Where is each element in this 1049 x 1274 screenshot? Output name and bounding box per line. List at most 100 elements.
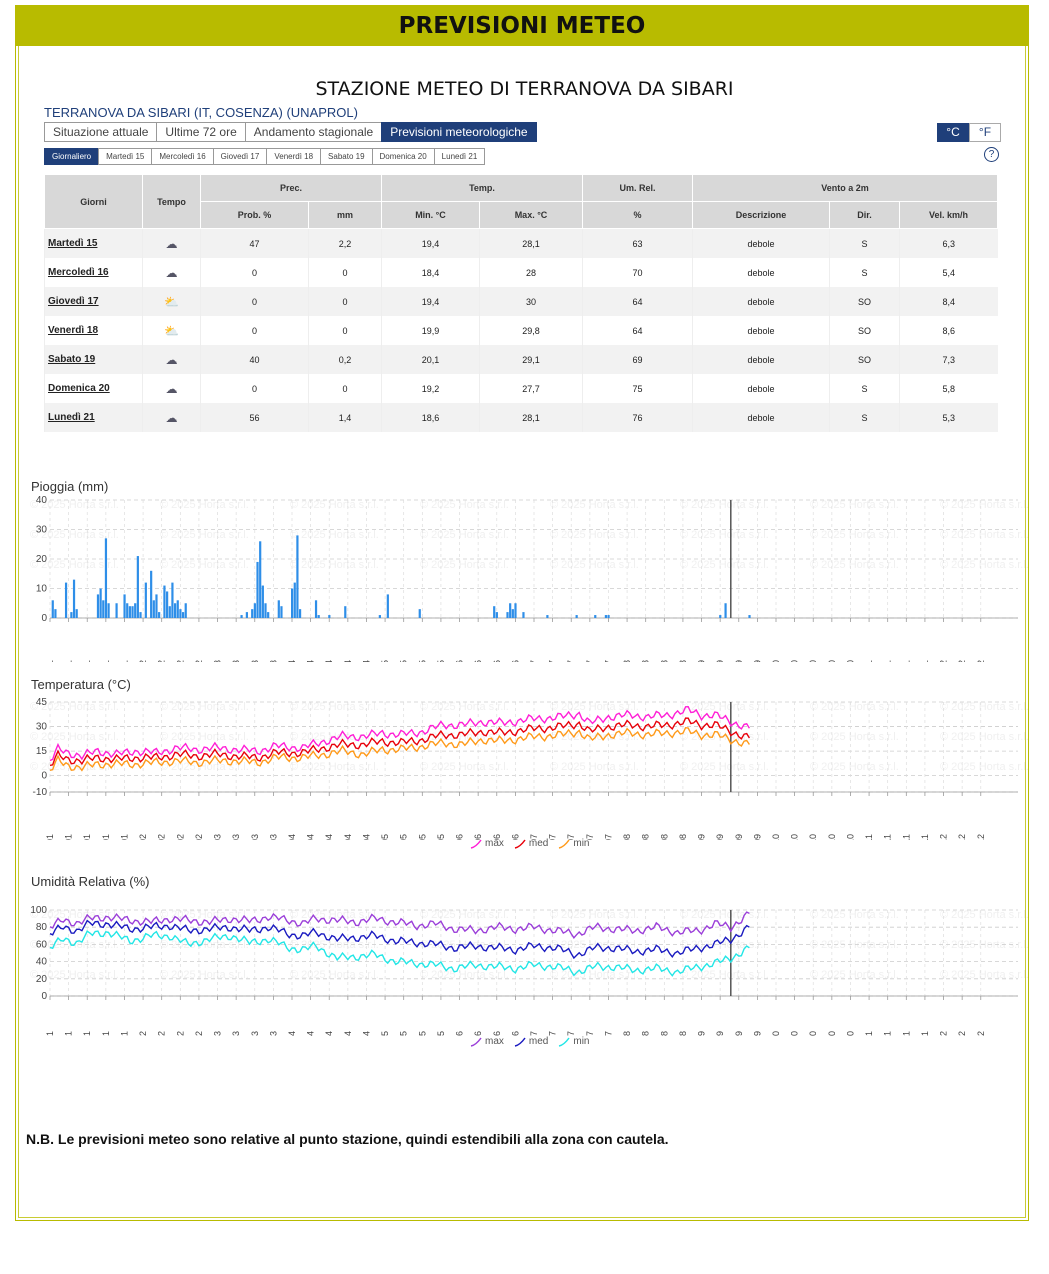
watermark-text: © 2025 Horta s.r.l. bbox=[810, 761, 899, 773]
x-tick-label: 19/11 bbox=[901, 834, 911, 840]
vel-cell: 8,4 bbox=[899, 287, 998, 316]
drizzle-cloud-icon: ☁ bbox=[165, 382, 178, 396]
x-tick-label: 15/10 bbox=[808, 660, 818, 662]
x-tick-label: 23/04 bbox=[343, 660, 353, 662]
celsius-button[interactable]: °C bbox=[937, 123, 969, 142]
weather-cell: ☁ bbox=[142, 374, 201, 403]
daytab-mercoledi[interactable]: Mercoledì 16 bbox=[151, 148, 213, 165]
x-tick-label: 04/06 bbox=[455, 1031, 465, 1036]
x-tick-label: 09/04 bbox=[306, 834, 316, 840]
watermark-text: © 2025 Horta s.r.l. bbox=[680, 939, 769, 951]
x-tick-label: 05/11 bbox=[864, 1031, 874, 1036]
x-tick-label: 26/03 bbox=[268, 660, 278, 662]
rain-bar bbox=[51, 600, 54, 618]
watermark-text: © 2025 Horta s.r.l. bbox=[30, 701, 119, 713]
th-min: Min. °C bbox=[381, 201, 480, 229]
x-tick-label: 08/01 bbox=[64, 660, 74, 662]
th-prob: Prob. % bbox=[200, 201, 309, 229]
rain-bar bbox=[280, 606, 283, 618]
watermark-text: © 2025 Horta s.r.l. bbox=[160, 761, 249, 773]
max-cell: 28,1 bbox=[479, 403, 583, 432]
watermark-text: © 2025 Horta s.r.l. bbox=[290, 701, 379, 713]
watermark-text: © 2025 Horta s.r.l. bbox=[420, 909, 509, 921]
partly-cloudy-icon: ⛅ bbox=[164, 295, 179, 309]
watermark-text: © 2025 Horta s.r.l. bbox=[160, 559, 249, 571]
x-tick-label: 17/09 bbox=[734, 1031, 744, 1036]
table-row: Giovedì 17 ⛅ 0 0 19,4 30 64 debole SO 8,4 bbox=[44, 287, 998, 316]
x-tick-label: 11/06 bbox=[473, 1031, 483, 1036]
day-link[interactable]: Domenica 20 bbox=[44, 374, 143, 403]
series-line-med bbox=[49, 717, 750, 767]
x-tick-label: 16/04 bbox=[324, 660, 334, 662]
fahrenheit-button[interactable]: °F bbox=[969, 123, 1001, 142]
x-tick-label: 26/11 bbox=[920, 660, 930, 662]
page-banner: PREVISIONI METEO bbox=[16, 6, 1028, 46]
x-tick-label: 24/09 bbox=[752, 1031, 762, 1036]
table-row: Venerdì 18 ⛅ 0 0 19,9 29,8 64 debole SO 8,6 bbox=[44, 316, 998, 345]
x-tick-label: 19/03 bbox=[250, 1031, 260, 1036]
th-umrel: Um. Rel. bbox=[582, 174, 693, 202]
rain-bar bbox=[267, 612, 270, 618]
x-tick-label: 08/10 bbox=[790, 660, 800, 662]
x-tick-label: 25/06 bbox=[510, 1031, 520, 1036]
rain-bar bbox=[506, 612, 509, 618]
rain-bar bbox=[256, 561, 259, 618]
x-tick-label: 03/09 bbox=[697, 834, 707, 840]
daytab-giornaliero[interactable]: Giornaliero bbox=[44, 148, 99, 165]
watermark-text: © 2025 Horta s.r.l. bbox=[940, 969, 1029, 981]
watermark-text: © 2025 Horta s.r.l. bbox=[420, 559, 509, 571]
table-row: Lunedì 21 ☁ 56 1,4 18,6 28,1 76 debole S 5,3 bbox=[44, 403, 998, 432]
x-tick-label: 17/09 bbox=[734, 660, 744, 662]
rain-bar bbox=[604, 615, 608, 618]
tab-ultime-72-ore[interactable]: Ultime 72 ore bbox=[156, 122, 245, 142]
day-link[interactable]: Sabato 19 bbox=[44, 345, 143, 374]
legend-hum-min: min bbox=[558, 1036, 589, 1047]
watermark-text: © 2025 Horta s.r.l. bbox=[680, 559, 769, 571]
x-tick-label: 10/12 bbox=[957, 834, 967, 840]
day-link[interactable]: Giovedì 17 bbox=[44, 287, 143, 316]
table-row: Martedì 15 ☁ 47 2,2 19,4 28,1 63 debole S 6,3 bbox=[44, 228, 998, 258]
series-line-max bbox=[49, 705, 750, 762]
rain-bar bbox=[317, 615, 320, 618]
umrel-cell: 64 bbox=[582, 316, 693, 345]
x-tick-label: 12/02 bbox=[157, 834, 167, 840]
rain-bar bbox=[546, 615, 549, 618]
x-tick-label: 30/04 bbox=[361, 834, 371, 840]
legend-hum-med: med bbox=[514, 1036, 548, 1047]
min-cell: 19,2 bbox=[381, 374, 480, 403]
footnote: N.B. Le previsioni meteo sono relative a… bbox=[26, 1131, 669, 1147]
rain-bar bbox=[719, 615, 722, 618]
daytab-martedi[interactable]: Martedì 15 bbox=[98, 148, 152, 165]
rain-bar bbox=[511, 609, 514, 618]
rain-bar bbox=[131, 606, 134, 618]
x-tick-label: 06/08 bbox=[622, 1031, 632, 1036]
x-tick-label: 22/10 bbox=[827, 1031, 837, 1036]
daytab-venerdi[interactable]: Venerdì 18 bbox=[266, 148, 321, 165]
day-link[interactable]: Lunedì 21 bbox=[44, 403, 143, 432]
rain-bar bbox=[594, 615, 597, 618]
rain-bar bbox=[136, 556, 139, 618]
watermark-text: © 2025 Horta s.r.l. bbox=[160, 731, 249, 743]
y-tick-label: 15 bbox=[36, 746, 48, 757]
watermark-text: © 2025 Horta s.r.l. bbox=[420, 969, 509, 981]
rain-chart-title: Pioggia (mm) bbox=[31, 479, 109, 494]
day-link[interactable]: Venerdì 18 bbox=[44, 316, 143, 345]
daytab-lunedi[interactable]: Lunedì 21 bbox=[433, 148, 486, 165]
x-tick-label: 20/08 bbox=[659, 660, 669, 662]
x-tick-label: 17/12 bbox=[976, 660, 986, 662]
tab-andamento-stagionale[interactable]: Andamento stagionale bbox=[244, 122, 382, 142]
day-link[interactable]: Martedì 15 bbox=[44, 228, 143, 258]
x-tick-label: 09/04 bbox=[306, 660, 316, 662]
tab-situazione-attuale[interactable]: Situazione attuale bbox=[44, 122, 157, 142]
help-icon[interactable]: ? bbox=[984, 147, 999, 162]
x-tick-label: 27/08 bbox=[678, 834, 688, 840]
daytab-domenica[interactable]: Domenica 20 bbox=[371, 148, 434, 165]
y-tick-label: 0 bbox=[41, 771, 47, 782]
daytab-giovedi[interactable]: Giovedì 17 bbox=[212, 148, 267, 165]
tab-previsioni[interactable]: Previsioni meteorologiche bbox=[381, 122, 537, 142]
day-link[interactable]: Mercoledì 16 bbox=[44, 258, 143, 287]
mm-cell: 0 bbox=[308, 316, 382, 345]
daytab-sabato[interactable]: Sabato 19 bbox=[320, 148, 372, 165]
x-tick-label: 17/12 bbox=[976, 1031, 986, 1036]
legend-hum-max: max bbox=[470, 1036, 504, 1047]
